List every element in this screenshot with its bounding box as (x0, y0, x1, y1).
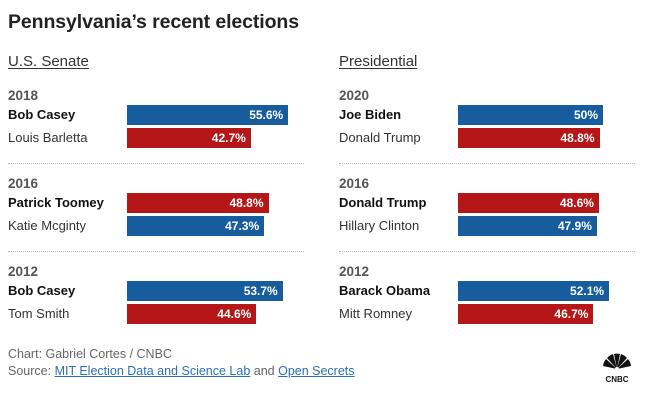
candidate-name: Joe Biden (339, 107, 402, 122)
candidate-name: Hillary Clinton (339, 218, 420, 233)
candidate-name: Barack Obama (339, 283, 431, 298)
group-divider (8, 251, 304, 252)
chart-title: Pennsylvania’s recent elections (8, 11, 299, 33)
vote-share-bar: 48.6% (458, 193, 599, 213)
candidate-row: Katie Mcginty 47.3% (8, 216, 304, 236)
presidential-panel: Presidential 2020 Joe Biden 50% Donald Trump… (339, 0, 639, 340)
panel-title: Presidential (339, 53, 418, 70)
cnbc-peacock-icon: CNBC (603, 353, 631, 384)
year-label: 2020 (339, 88, 370, 103)
vote-share-bar: 52.1% (458, 281, 610, 301)
vote-share-bar: 47.3% (127, 216, 265, 236)
source-link-open-secrets[interactable]: Open Secrets (278, 364, 355, 378)
vote-share-bar: 53.7% (127, 281, 283, 301)
vote-share-bar: 47.9% (458, 216, 597, 236)
senate-panel: U.S. Senate 2018 Bob Casey 55.6% Louis Barle… (8, 0, 308, 340)
vote-share-label: 48.6% (559, 196, 594, 210)
vote-share-label: 47.9% (557, 219, 592, 233)
source-line: Source: MIT Election Data and Science La… (8, 364, 355, 378)
election-group-2016: 2016 Patrick Toomey 48.8% Katie Mcginty 47.3… (8, 176, 304, 246)
election-group-2020: 2020 Joe Biden 50% Donald Trump 48.8% (339, 88, 635, 158)
year-label: 2012 (8, 264, 39, 279)
vote-share-bar: 50% (458, 105, 603, 125)
logo-text: CNBC (605, 375, 628, 384)
election-group-2012: 2012 Barack Obama 52.1% Mitt Romney 46.7% (339, 264, 635, 334)
year-label: 2012 (339, 264, 370, 279)
vote-share-bar: 55.6% (127, 105, 289, 125)
candidate-name: Louis Barletta (8, 130, 88, 145)
candidate-row: Bob Casey 53.7% (8, 281, 304, 301)
candidate-row: Bob Casey 55.6% (8, 105, 304, 125)
vote-share-label: 50% (573, 108, 598, 122)
candidate-row: Barack Obama 52.1% (339, 281, 635, 301)
vote-share-label: 44.6% (217, 307, 252, 321)
candidate-row: Hillary Clinton 47.9% (339, 216, 635, 236)
election-group-2012: 2012 Bob Casey 53.7% Tom Smith 44.6% (8, 264, 304, 334)
year-label: 2018 (8, 88, 39, 103)
vote-share-label: 53.7% (243, 284, 278, 298)
vote-share-bar: 48.8% (127, 193, 269, 213)
year-label: 2016 (8, 176, 39, 191)
vote-share-label: 46.7% (554, 307, 589, 321)
vote-share-bar: 48.8% (458, 128, 600, 148)
candidate-name: Bob Casey (8, 107, 76, 122)
candidate-row: Louis Barletta 42.7% (8, 128, 304, 148)
group-divider (8, 163, 304, 164)
candidate-name: Katie Mcginty (8, 218, 87, 233)
source-and: and (250, 364, 279, 378)
candidate-name: Tom Smith (8, 306, 70, 321)
candidate-row: Donald Trump 48.6% (339, 193, 635, 213)
candidate-name: Mitt Romney (339, 306, 412, 321)
candidate-row: Tom Smith 44.6% (8, 304, 304, 324)
source-link-mit[interactable]: MIT Election Data and Science Lab (54, 364, 251, 378)
candidate-name: Patrick Toomey (8, 195, 104, 210)
candidate-row: Joe Biden 50% (339, 105, 635, 125)
chart-credit: Chart: Gabriel Cortes / CNBC (8, 347, 172, 361)
election-group-2016: 2016 Donald Trump 48.6% Hillary Clinton 47.9… (339, 176, 635, 246)
vote-share-bar: 44.6% (127, 304, 257, 324)
vote-share-label: 52.1% (570, 284, 605, 298)
candidate-name: Donald Trump (339, 195, 427, 210)
year-label: 2016 (339, 176, 370, 191)
vote-share-bar: 42.7% (127, 128, 251, 148)
election-group-2018: 2018 Bob Casey 55.6% Louis Barletta 42.7% (8, 88, 304, 158)
candidate-row: Patrick Toomey 48.8% (8, 193, 304, 213)
vote-share-label: 55.6% (249, 108, 284, 122)
source-prefix: Source: (8, 364, 55, 378)
candidate-row: Mitt Romney 46.7% (339, 304, 635, 324)
vote-share-label: 48.8% (229, 196, 264, 210)
vote-share-label: 48.8% (560, 131, 595, 145)
panel-title: U.S. Senate (8, 53, 89, 70)
candidate-name: Bob Casey (8, 283, 76, 298)
vote-share-label: 47.3% (225, 219, 260, 233)
vote-share-bar: 46.7% (458, 304, 594, 324)
group-divider (339, 251, 635, 252)
candidate-name: Donald Trump (339, 130, 421, 145)
group-divider (339, 163, 635, 164)
candidate-row: Donald Trump 48.8% (339, 128, 635, 148)
vote-share-label: 42.7% (211, 131, 246, 145)
